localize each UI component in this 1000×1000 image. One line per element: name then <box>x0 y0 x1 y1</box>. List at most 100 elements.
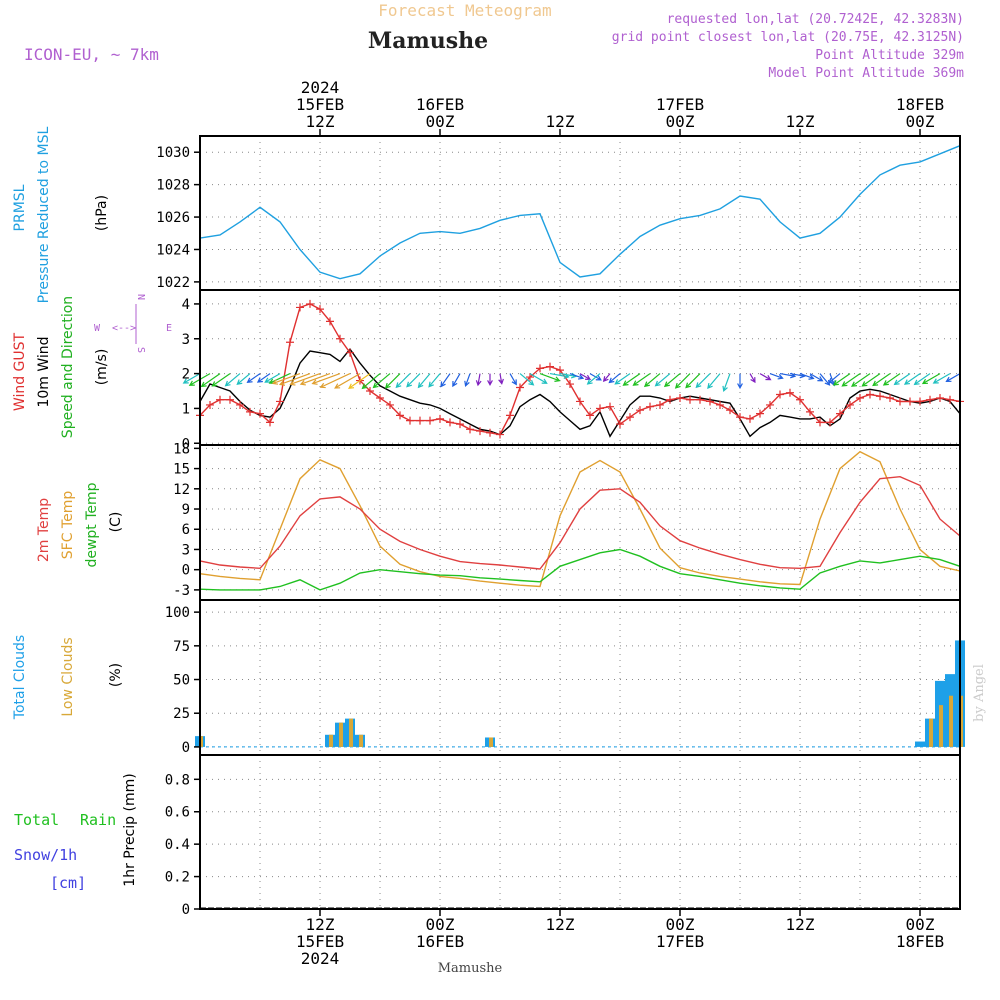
wind-gust-label: Wind GUST <box>12 332 28 411</box>
gust-marker <box>936 393 944 402</box>
top-time-label: 16FEB <box>416 95 464 114</box>
wind-arrow <box>319 373 351 389</box>
wind-arrow <box>832 373 851 386</box>
y-tick-label: 18 <box>173 441 190 457</box>
wind-arrow <box>913 373 931 386</box>
gust-marker <box>736 413 744 422</box>
gust-marker <box>446 418 454 427</box>
gust-marker <box>336 334 344 343</box>
wind-arrow <box>334 373 361 389</box>
gust-marker <box>816 418 824 427</box>
wind-arrow <box>361 373 381 390</box>
low-cloud-bar <box>489 737 493 747</box>
gust-marker <box>536 364 544 373</box>
top-time-label: 17FEB <box>656 95 704 114</box>
wind-arrow <box>819 373 831 386</box>
gust-marker <box>206 400 214 409</box>
wind-arrow <box>395 373 411 389</box>
gust-marker <box>776 390 784 399</box>
wind-arrow <box>722 373 731 393</box>
gust-marker <box>886 393 894 402</box>
wind-arrow <box>475 373 482 387</box>
gust-marker <box>366 387 374 396</box>
wind-arrow <box>749 373 756 384</box>
wind-arrow <box>608 373 621 384</box>
y-tick-label: 15 <box>173 462 190 478</box>
y-tick-label: 0.6 <box>165 805 190 821</box>
wind-arrow <box>539 373 561 382</box>
y-tick-label: 2 <box>182 367 190 383</box>
compass-arrows-we: <--> <box>112 323 136 334</box>
gust-marker <box>376 393 384 402</box>
wind-arrow <box>841 373 861 387</box>
bottom-time-label: 00Z <box>666 915 695 934</box>
y-tick-label: 4 <box>182 297 190 313</box>
pressure-unit: (hPa) <box>94 195 110 231</box>
wind-arrow <box>861 373 881 387</box>
gust-marker <box>466 425 474 434</box>
gust-marker <box>626 413 634 422</box>
pressure-msl-label: Pressure Reduced to MSL <box>36 126 52 303</box>
low-cloud-bar <box>339 722 343 747</box>
low-cloud-bar <box>929 718 933 747</box>
compass-rose: W <--> E N S <box>94 294 172 353</box>
bottom-time-label: 15FEB <box>296 932 344 951</box>
gust-marker <box>566 380 574 389</box>
wind-arrow <box>850 373 871 387</box>
gust-marker <box>246 407 254 416</box>
wind-arrow <box>299 373 331 386</box>
panel-frame <box>199 289 961 446</box>
wind-arrow <box>663 373 681 388</box>
wind-arrow <box>256 373 271 383</box>
gust-marker <box>286 338 294 347</box>
gust-marker <box>346 348 354 357</box>
point-altitude: Point Altitude 329m <box>815 48 964 63</box>
gust-marker <box>426 416 434 425</box>
y-tick-label: -3 <box>173 583 190 599</box>
model-label: ICON-EU, ~ 7km <box>24 45 159 64</box>
wind-arrow <box>945 373 961 383</box>
low-cloud-bar <box>939 705 943 747</box>
wind-arrow <box>695 373 711 389</box>
wind-arrow <box>614 373 631 385</box>
gust-marker <box>926 395 934 404</box>
y-tick-label: 1030 <box>156 145 190 161</box>
low-clouds-label: Low Clouds <box>60 637 76 716</box>
wind-arrow <box>417 373 431 389</box>
station-title: Mamushe <box>368 28 488 54</box>
gust-marker <box>576 397 584 406</box>
y-tick-label: 0 <box>182 902 190 918</box>
gust-marker <box>526 373 534 382</box>
gust-marker <box>856 393 864 402</box>
wind-arrow <box>685 373 701 389</box>
y-tick-label: 9 <box>182 502 190 518</box>
gust-marker <box>586 411 594 420</box>
wind-arrow <box>643 373 661 388</box>
wind-arrow <box>278 373 311 386</box>
wind-arrow <box>529 373 548 384</box>
wind-arrow <box>498 373 504 385</box>
gust-marker <box>666 395 674 404</box>
gust-marker <box>866 390 874 399</box>
wind-arrow <box>236 373 251 386</box>
gust-marker <box>406 416 414 425</box>
y-tick-label: 0 <box>182 436 190 452</box>
top-time-label: 00Z <box>906 112 935 131</box>
gust-marker <box>326 317 334 326</box>
precip-rain-label: Rain <box>80 811 116 829</box>
gust-marker <box>606 402 614 411</box>
top-time-label: 2024 <box>301 78 340 97</box>
wind10-line <box>199 348 961 438</box>
t2m-line <box>199 475 961 570</box>
gust-marker <box>706 397 714 406</box>
wind-arrow <box>182 373 201 384</box>
y-tick-label: 0 <box>182 563 190 579</box>
low-cloud-bar <box>329 734 333 747</box>
gust-marker <box>436 414 444 423</box>
wind-arrow <box>759 373 772 381</box>
wind10-label: 10m Wind <box>36 336 52 407</box>
gust-marker <box>306 299 314 308</box>
gust-marker <box>676 393 684 402</box>
